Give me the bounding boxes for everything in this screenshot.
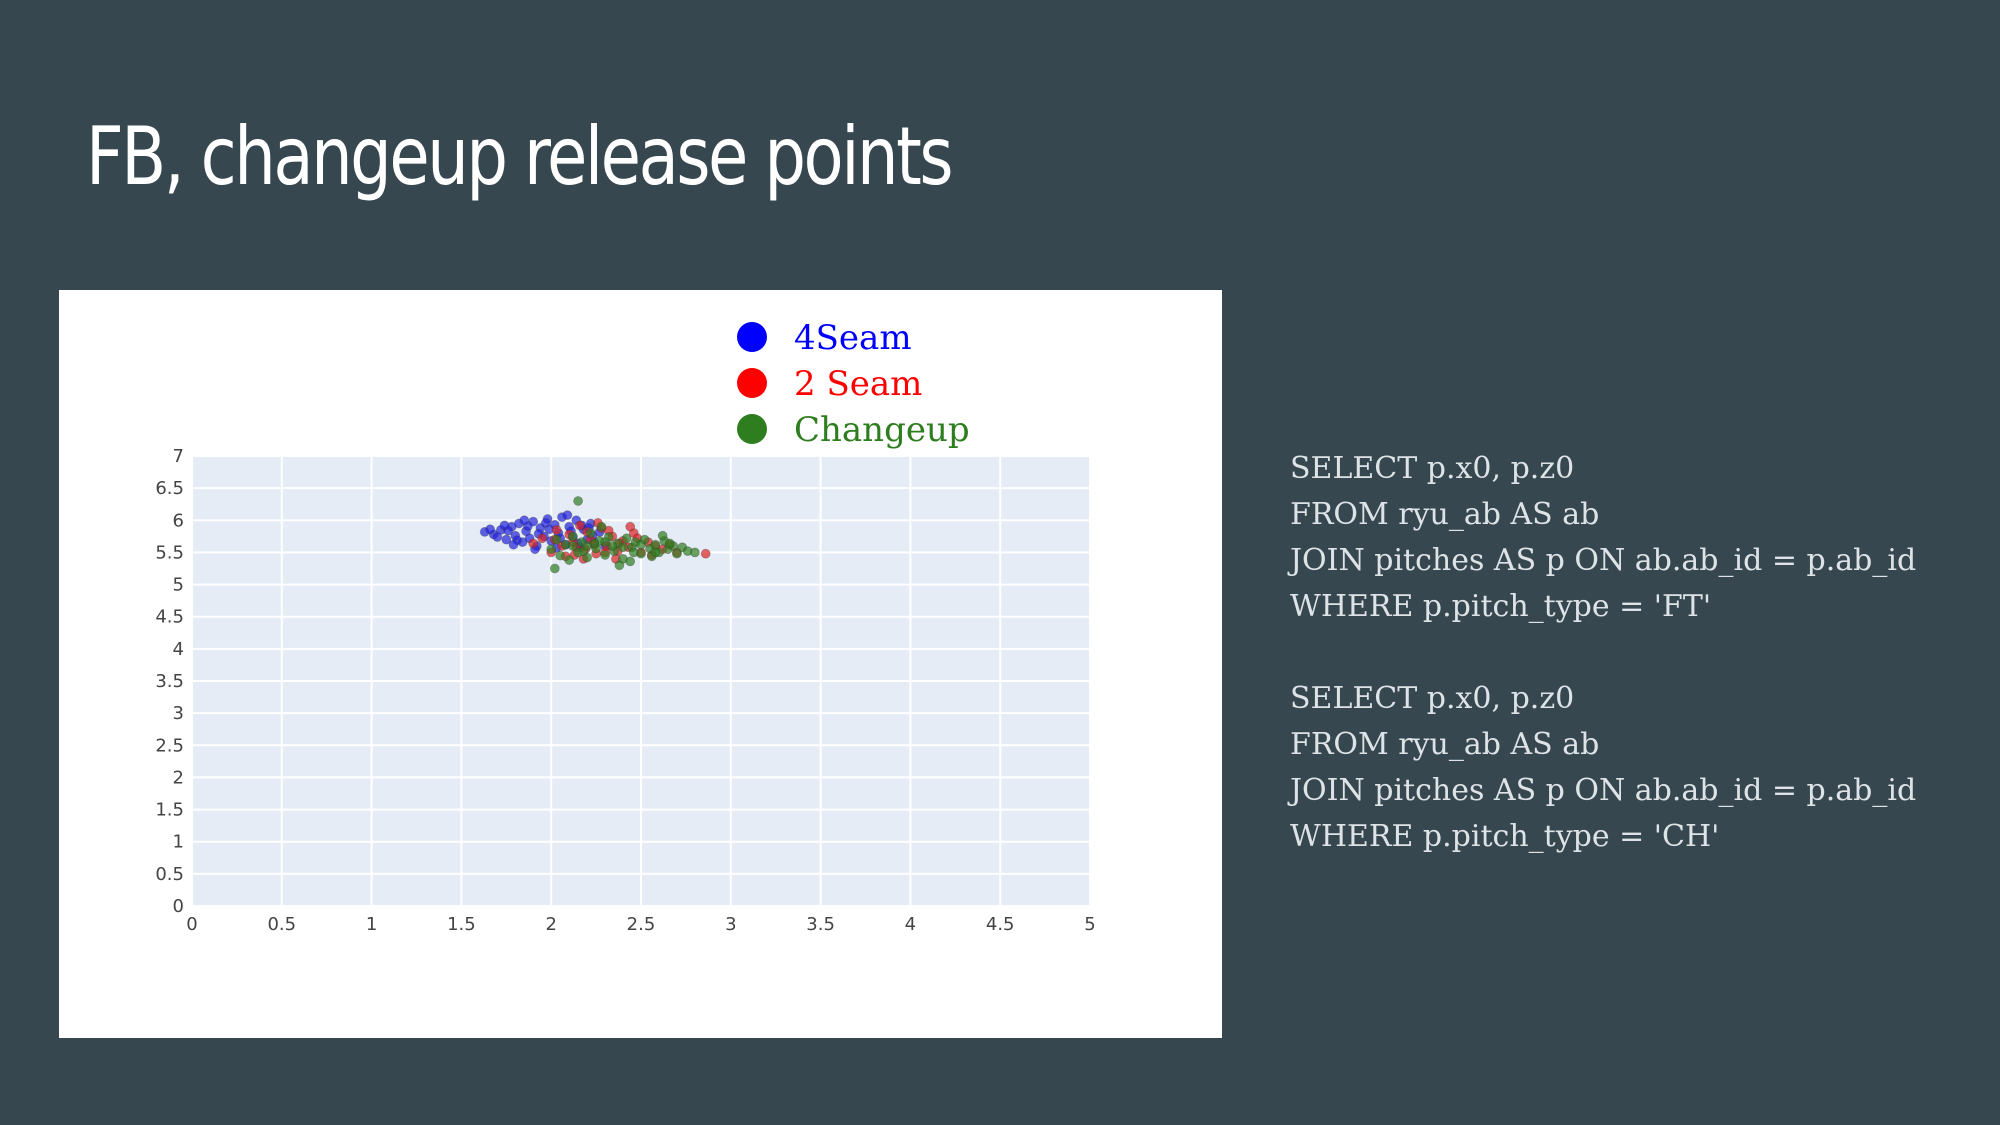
scatter-plot: 0 0.5 1 1.5 2 2.5 3 3.5 4 4.5 5 0 0.5 1 1.5 2 2.5 3 3.5 4 4.… [155, 318, 1095, 935]
legend-marker-4seam [737, 322, 767, 352]
data-point-changeup [546, 544, 557, 555]
y-tick-label: 1 [173, 832, 184, 853]
code-line: SELECT p.x0, p.z0 [1290, 681, 1575, 716]
y-tick-label: 0 [173, 896, 184, 917]
sql-query-ft: SELECT p.x0, p.z0 FROM ryu_ab AS ab JOIN… [1290, 446, 1916, 630]
y-tick-label: 2 [173, 767, 184, 788]
data-point-changeup [573, 496, 583, 506]
x-tick-label: 4 [905, 914, 916, 935]
x-tick-label: 2 [545, 914, 556, 935]
y-tick-label: 7 [173, 446, 184, 467]
slide-title: FB, changeup release points [86, 110, 954, 203]
data-point-changeup [600, 550, 610, 560]
x-tick-label: 3.5 [806, 914, 835, 935]
data-point-changeup [564, 555, 575, 566]
y-tick-label: 5 [173, 575, 184, 596]
x-tick-label: 0.5 [267, 914, 296, 935]
data-point-2-seam [551, 524, 562, 535]
sql-code-block: SELECT p.x0, p.z0 FROM ryu_ab AS ab JOIN… [1290, 446, 1916, 860]
legend-label-changeup: Changeup [794, 410, 970, 450]
data-point-changeup [582, 541, 592, 551]
code-line: FROM ryu_ab AS ab [1290, 727, 1600, 762]
data-point-2-seam [625, 521, 636, 532]
data-point-changeup [621, 533, 632, 544]
y-tick-label: 4 [173, 639, 184, 660]
data-point-changeup [625, 556, 636, 567]
code-line: SELECT p.x0, p.z0 [1290, 451, 1575, 486]
x-tick-label: 1 [366, 914, 377, 935]
code-line: FROM ryu_ab AS ab [1290, 497, 1600, 532]
legend-marker-changeup [737, 414, 767, 444]
y-tick-label: 1.5 [155, 800, 184, 821]
data-point-changeup [567, 531, 578, 542]
data-point-changeup [657, 530, 668, 541]
code-line: JOIN pitches AS p ON ab.ab_id = p.ab_id [1290, 773, 1917, 808]
legend-marker-2-seam [737, 368, 767, 398]
legend-label-4seam: 4Seam [794, 318, 912, 358]
data-point-4seam [508, 539, 519, 550]
x-tick-label: 3 [725, 914, 736, 935]
y-tick-label: 3.5 [155, 671, 184, 692]
data-point-changeup [555, 550, 566, 561]
data-point-changeup [690, 547, 700, 558]
data-point-4seam [540, 517, 551, 528]
release-point-chart: 0 0.5 1 1.5 2 2.5 3 3.5 4 4.5 5 0 0.5 1 1.5 2 2.5 3 3.5 4 4.… [59, 290, 1222, 1038]
legend-label-2-seam: 2 Seam [794, 364, 922, 404]
y-tick-label: 6 [173, 510, 184, 531]
data-point-changeup [567, 541, 578, 551]
data-point-changeup [650, 547, 661, 558]
data-point-changeup [551, 534, 562, 545]
data-point-4seam [485, 524, 496, 535]
x-tick-label: 4.5 [986, 914, 1015, 935]
x-tick-label: 2.5 [627, 914, 656, 935]
data-point-changeup [600, 537, 610, 548]
data-point-2-seam [700, 548, 711, 559]
y-tick-label: 6.5 [155, 478, 184, 499]
data-point-2-seam [575, 520, 585, 531]
x-tick-label: 0 [186, 914, 197, 935]
y-tick-label: 3 [173, 703, 184, 724]
y-tick-label: 4.5 [155, 607, 184, 628]
data-point-changeup [664, 538, 675, 549]
code-line: JOIN pitches AS p ON ab.ab_id = p.ab_id [1290, 543, 1917, 578]
x-tick-label: 5 [1084, 914, 1095, 935]
y-tick-label: 2.5 [155, 735, 184, 756]
code-line: WHERE p.pitch_type = 'CH' [1290, 819, 1720, 854]
y-tick-label: 5.5 [155, 542, 184, 563]
y-tick-label: 0.5 [155, 864, 184, 885]
data-point-changeup [614, 560, 625, 571]
data-point-2-seam [537, 533, 548, 544]
data-point-changeup [549, 563, 560, 574]
data-point-changeup [607, 541, 618, 551]
data-point-4seam [492, 532, 503, 542]
x-tick-label: 1.5 [447, 914, 476, 935]
data-point-2-seam [528, 538, 539, 549]
data-point-changeup [618, 542, 628, 553]
data-point-changeup [672, 548, 682, 559]
data-point-4seam [519, 515, 530, 526]
sql-query-ch: SELECT p.x0, p.z0 FROM ryu_ab AS ab JOIN… [1290, 676, 1916, 860]
data-point-4seam [562, 510, 573, 521]
code-line: WHERE p.pitch_type = 'FT' [1290, 589, 1712, 624]
data-point-4seam [499, 520, 510, 531]
data-point-4seam [501, 534, 512, 545]
data-point-changeup [585, 528, 596, 539]
data-point-changeup [636, 539, 646, 550]
data-point-changeup [596, 521, 607, 532]
data-point-changeup [628, 547, 639, 558]
